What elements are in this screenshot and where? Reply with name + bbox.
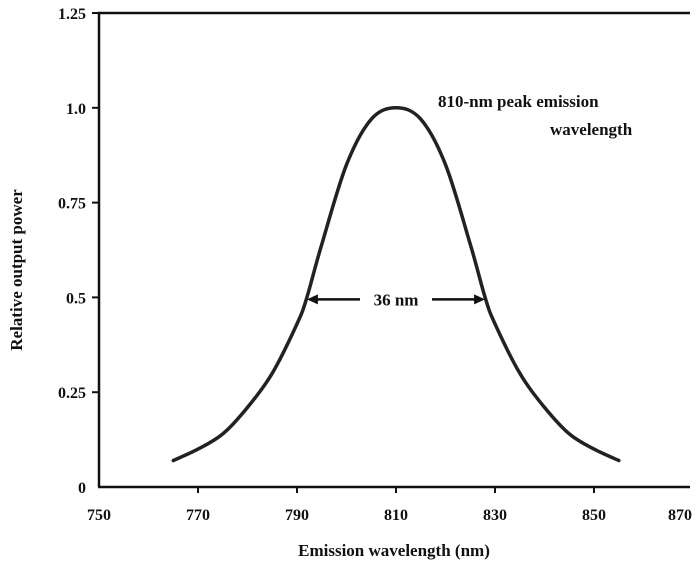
- x-tick-label: 830: [483, 507, 507, 524]
- x-axis-title: Emission wavelength (nm): [298, 541, 490, 560]
- fwhm-label: 36 nm: [374, 290, 419, 309]
- fwhm-arrowhead-right: [474, 294, 486, 305]
- annotation-peak-line1: 810-nm peak emission: [438, 92, 599, 111]
- series-line: [171, 106, 621, 463]
- annotation-peak-line2: wavelength: [550, 120, 633, 139]
- y-tick-label: 0.25: [58, 385, 86, 402]
- ticks: 750 770 790 810 830 850 870 0 0.25 0.5 0.75 1.0 1.25: [58, 6, 692, 524]
- y-tick-label: 0: [78, 480, 86, 497]
- y-axis-title: Relative output power: [7, 189, 26, 351]
- x-tick-label: 870: [668, 507, 692, 524]
- x-tick-label: 790: [285, 507, 309, 524]
- y-tick-label: 1.25: [58, 6, 86, 23]
- x-tick-label: 750: [87, 507, 111, 524]
- y-tick-label: 0.75: [58, 196, 86, 213]
- fwhm-marker: 36 nm: [306, 290, 486, 309]
- data-points: [173, 108, 619, 461]
- axes: [97, 11, 690, 489]
- x-tick-label: 850: [582, 507, 606, 524]
- fwhm-arrowhead-left: [306, 294, 318, 305]
- y-tick-label: 1.0: [66, 101, 86, 118]
- x-tick-label: 810: [384, 507, 408, 524]
- x-tick-label: 770: [186, 507, 210, 524]
- y-tick-label: 0.5: [66, 290, 86, 307]
